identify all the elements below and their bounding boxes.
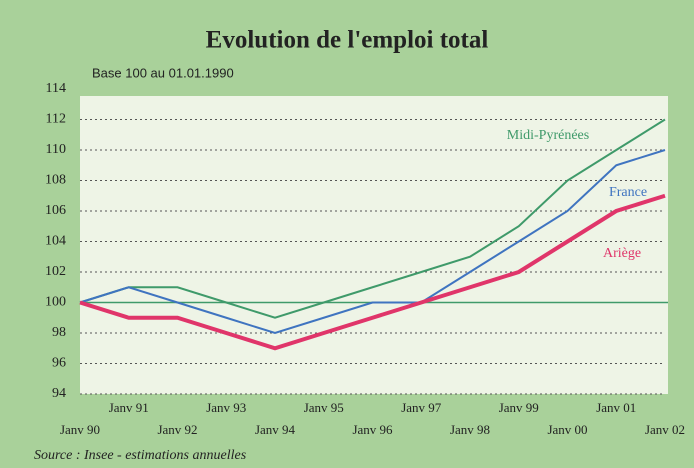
x-tick-label: Janv 94 — [255, 422, 296, 437]
series-label: Ariège — [603, 246, 641, 261]
x-tick-label: Janv 00 — [547, 422, 587, 437]
x-tick-label: Janv 91 — [109, 400, 149, 415]
series-line — [79, 118, 666, 319]
y-tick-label: 110 — [46, 142, 66, 157]
y-tick-label: 106 — [45, 203, 66, 218]
y-tick-label: 114 — [46, 81, 66, 96]
x-tick-label: Janv 01 — [596, 400, 636, 415]
x-tick-label: Janv 92 — [157, 422, 197, 437]
y-tick-label: 96 — [52, 356, 66, 371]
x-tick-label: Janv 93 — [206, 400, 246, 415]
y-tick-label: 98 — [52, 325, 66, 340]
plot-area — [80, 96, 668, 394]
subtitle: Base 100 au 01.01.1990 — [92, 65, 234, 80]
x-tick-label: Janv 98 — [450, 422, 490, 437]
series-label: France — [609, 185, 647, 200]
y-tick-label: 100 — [45, 295, 66, 310]
x-tick-label: Janv 96 — [352, 422, 393, 437]
x-tick-label: Janv 99 — [499, 400, 539, 415]
x-tick-label: Janv 90 — [60, 422, 100, 437]
y-tick-label: 112 — [46, 112, 66, 127]
x-tick-label: Janv 02 — [645, 422, 685, 437]
series-line — [79, 149, 666, 335]
y-tick-label: 94 — [52, 386, 66, 401]
y-tick-label: 102 — [45, 264, 66, 279]
source: Source : Insee - estimations annuelles — [34, 448, 247, 463]
y-tick-label: 108 — [45, 173, 66, 188]
series-label: Midi-Pyrénées — [507, 128, 589, 143]
series-line — [79, 193, 666, 351]
x-tick-label: Janv 95 — [304, 400, 344, 415]
chart-title: Evolution de l'emploi total — [206, 27, 489, 54]
x-tick-label: Janv 97 — [401, 400, 442, 415]
y-tick-label: 104 — [45, 234, 66, 249]
